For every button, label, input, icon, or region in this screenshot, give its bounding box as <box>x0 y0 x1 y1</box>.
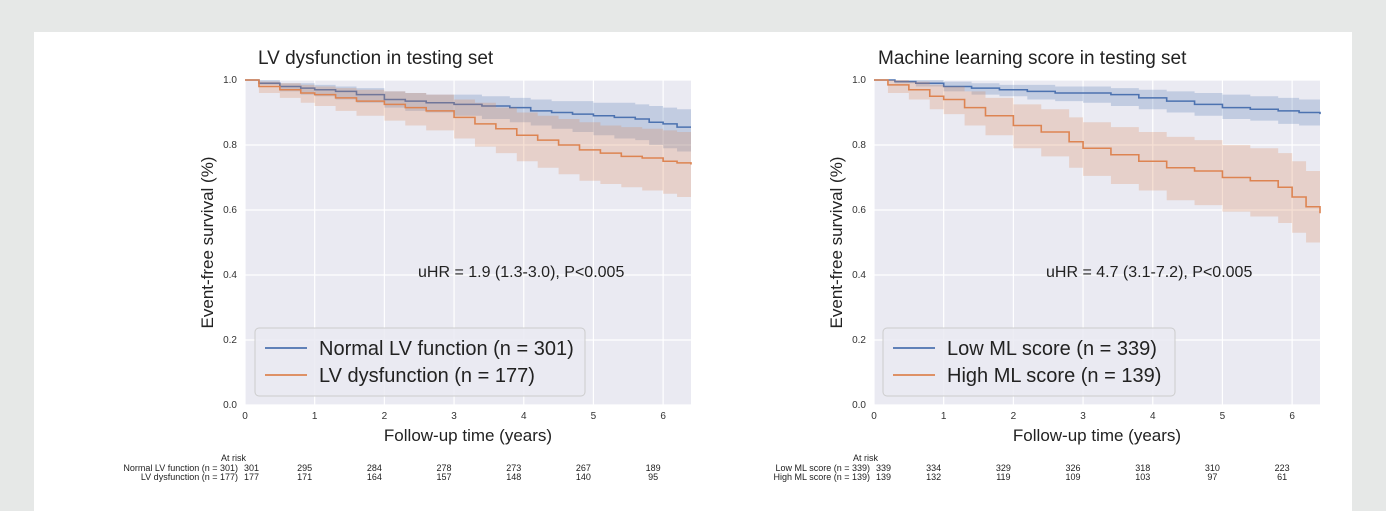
at-risk-header: At risk <box>853 453 879 463</box>
at-risk-count: 148 <box>506 472 521 482</box>
at-risk-count: 119 <box>996 472 1010 482</box>
y-tick-label: 0.2 <box>852 335 866 346</box>
x-tick-label: 4 <box>521 411 527 422</box>
at-risk-row-label: LV dysfunction (n = 177) <box>141 472 238 482</box>
legend-box <box>882 327 1176 397</box>
at-risk-count: 103 <box>1135 472 1150 482</box>
legend-label-series-1: Normal LV function (n = 301) <box>319 338 574 360</box>
at-risk-count: 95 <box>648 472 658 482</box>
hazard-ratio-annotation: uHR = 1.9 (1.3-3.0), P<0.005 <box>418 264 624 281</box>
y-tick-label: 1.0 <box>223 75 237 86</box>
at-risk-count: 157 <box>437 472 452 482</box>
at-risk-row-label: High ML score (n = 139) <box>774 472 870 482</box>
survival-line-series-2 <box>874 79 1321 214</box>
x-tick-label: 5 <box>1220 411 1226 422</box>
y-tick-label: 0.8 <box>852 140 866 151</box>
at-risk-row-label: Low ML score (n = 339) <box>776 463 870 473</box>
legend: Normal LV function (n = 301) LV dysfuncti… <box>254 327 586 397</box>
survival-line-series-1 <box>874 79 1321 115</box>
at-risk-count: 267 <box>576 463 591 473</box>
y-tick-label: 0.4 <box>852 270 866 281</box>
hazard-ratio-annotation: uHR = 4.7 (3.1-7.2), P<0.005 <box>1046 264 1252 281</box>
at-risk-count: 339 <box>876 463 891 473</box>
at-risk-count: 273 <box>506 463 521 473</box>
x-tick-label: 2 <box>382 411 388 422</box>
at-risk-count: 318 <box>1135 463 1150 473</box>
at-risk-count: 326 <box>1066 463 1081 473</box>
y-tick-label: 0.0 <box>852 400 866 411</box>
at-risk-count: 61 <box>1277 472 1287 482</box>
x-tick-label: 2 <box>1011 411 1017 422</box>
legend-box <box>254 327 586 397</box>
y-tick-label: 0.6 <box>223 205 237 216</box>
legend-label-series-2: High ML score (n = 139) <box>947 365 1161 387</box>
y-tick-label: 0.8 <box>223 140 237 151</box>
legend-label-series-2: LV dysfunction (n = 177) <box>319 365 535 387</box>
x-tick-label: 6 <box>1289 411 1295 422</box>
at-risk-header: At risk <box>221 453 247 463</box>
at-risk-count: 295 <box>297 463 312 473</box>
survival-line-series-2 <box>245 79 692 165</box>
chart-panel-2: 0 1 2 3 4 5 6 0.0 0.2 0.4 0.6 0.8 1.0 Follow-up time … <box>774 48 1321 482</box>
y-axis-label: Event-free survival (%) <box>198 157 217 329</box>
chart-title: LV dysfunction in testing set <box>258 48 494 69</box>
at-risk-count: 132 <box>926 472 941 482</box>
at-risk-count: 140 <box>576 472 591 482</box>
at-risk-count: 97 <box>1207 472 1217 482</box>
ci-band-series-2 <box>874 80 1320 246</box>
at-risk-count: 284 <box>367 463 382 473</box>
y-tick-label: 0.4 <box>223 270 237 281</box>
at-risk-count: 139 <box>876 472 891 482</box>
chart-panel-1: 0 1 2 3 4 5 6 0.0 0.2 0.4 0.6 0.8 1.0 Follow-up time … <box>123 48 692 482</box>
x-axis-label: Follow-up time (years) <box>384 426 552 445</box>
at-risk-count: 223 <box>1275 463 1290 473</box>
at-risk-count: 329 <box>996 463 1011 473</box>
at-risk-count: 164 <box>367 472 382 482</box>
x-tick-label: 3 <box>451 411 457 422</box>
at-risk-count: 334 <box>926 463 941 473</box>
at-risk-count: 171 <box>297 472 312 482</box>
at-risk-count: 301 <box>244 463 259 473</box>
y-tick-label: 0.2 <box>223 335 237 346</box>
x-axis-label: Follow-up time (years) <box>1013 426 1181 445</box>
at-risk-count: 177 <box>244 472 259 482</box>
x-tick-label: 3 <box>1080 411 1086 422</box>
legend-label-series-1: Low ML score (n = 339) <box>947 338 1157 360</box>
at-risk-count: 278 <box>437 463 452 473</box>
y-axis-label: Event-free survival (%) <box>827 157 846 329</box>
legend: Low ML score (n = 339) High ML score (n =… <box>882 327 1176 397</box>
x-tick-label: 6 <box>660 411 666 422</box>
ci-band-series-2 <box>245 80 691 201</box>
x-tick-label: 4 <box>1150 411 1156 422</box>
x-tick-label: 1 <box>941 411 947 422</box>
at-risk-count: 189 <box>646 463 661 473</box>
at-risk-row-label: Normal LV function (n = 301) <box>123 463 238 473</box>
ci-band-series-1 <box>874 80 1320 128</box>
y-tick-label: 1.0 <box>852 75 866 86</box>
at-risk-count: 310 <box>1205 463 1220 473</box>
x-tick-label: 1 <box>312 411 318 422</box>
y-tick-label: 0.0 <box>223 400 237 411</box>
survival-line-series-1 <box>245 79 691 128</box>
chart-title: Machine learning score in testing set <box>878 48 1187 69</box>
x-tick-label: 0 <box>242 411 248 422</box>
x-tick-label: 0 <box>871 411 877 422</box>
at-risk-count: 109 <box>1066 472 1081 482</box>
y-tick-label: 0.6 <box>852 205 866 216</box>
x-tick-label: 5 <box>591 411 597 422</box>
